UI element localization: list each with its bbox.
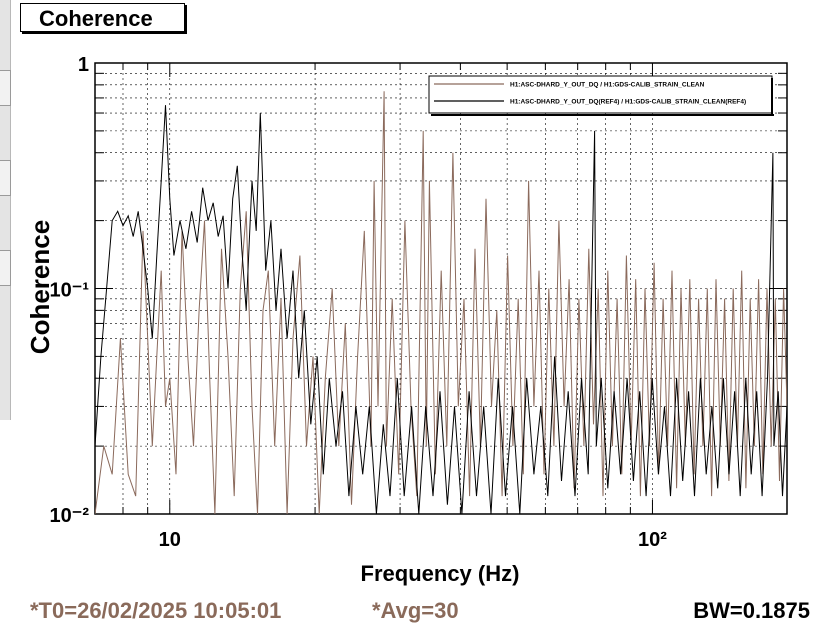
start-time-label: *T0=26/02/2025 10:05:01 [30,598,282,623]
side-panel-tab[interactable] [0,250,11,286]
y-tick-label: 10⁻² [50,505,90,527]
side-panel-tab[interactable] [0,70,11,106]
legend: H1:ASC-DHARD_Y_OUT_DQ / H1:GDS-CALIB_STR… [428,75,774,116]
y-tick-label: 1 [78,54,89,76]
legend-entry-label: H1:ASC-DHARD_Y_OUT_DQ(REF4) / H1:GDS-CAL… [510,99,746,106]
x-tick-label: 10 [159,529,181,551]
plot-title: Coherence [20,3,185,32]
series-line-2 [95,105,787,514]
bandwidth-label: BW=0.1875 [693,598,810,623]
side-panel-edge [0,0,11,420]
y-tick-label: 10⁻¹ [50,280,90,302]
coherence-chart: 10 10² 10⁻² 10⁻¹ 1 Frequency (Hz) Coherence H1:… [25,54,788,586]
x-axis-title: Frequency (Hz) [361,561,520,586]
x-tick-label: 10² [638,529,667,551]
side-panel-tab[interactable] [0,160,11,196]
legend-entry-label: H1:ASC-DHARD_Y_OUT_DQ / H1:GDS-CALIB_STR… [510,82,705,89]
y-axis-title: Coherence [25,220,55,354]
averages-label: *Avg=30 [372,598,459,623]
legend-box [428,75,773,114]
